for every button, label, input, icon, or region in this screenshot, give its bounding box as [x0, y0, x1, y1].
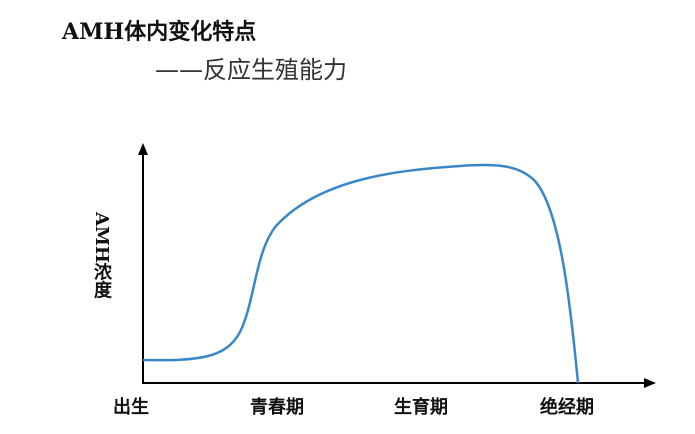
x-arrow — [644, 378, 656, 388]
x-label: 生育期 — [394, 397, 448, 418]
x-label: 青春期 — [250, 397, 304, 418]
subtitle: ——反应生殖能力 — [155, 56, 347, 84]
x-label: 出生 — [113, 397, 149, 418]
title: AMH体内变化特点 — [62, 19, 257, 45]
x-label: 绝经期 — [540, 397, 594, 418]
y-axis-label: AMH浓度 — [91, 212, 112, 299]
amh-curve — [142, 163, 580, 384]
y-arrow — [138, 143, 148, 155]
